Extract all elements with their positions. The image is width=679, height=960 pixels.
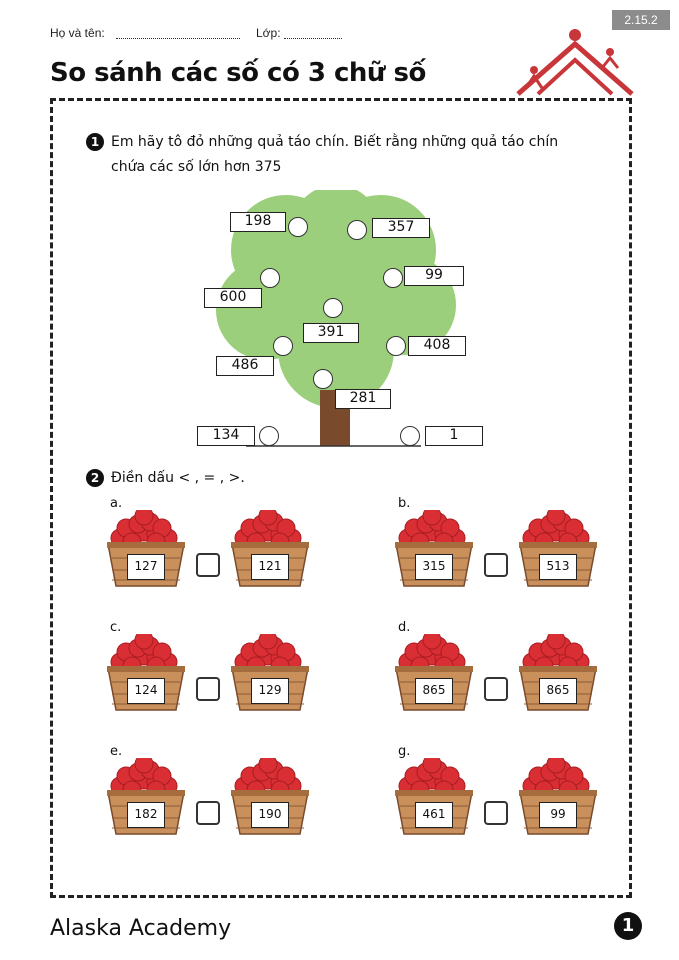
worksheet-frame [50,98,632,898]
tree-number-box: 486 [216,356,274,376]
question-1-text-line2: chứa các số lớn hơn 375 [111,159,282,175]
apple-icon [422,634,442,650]
basket-rim [231,790,309,796]
comparison-label: g. [398,744,411,759]
apple-circle[interactable] [323,298,343,318]
left-number: 315 [415,554,453,580]
left-number: 461 [415,802,453,828]
tree-number-box: 99 [404,266,464,286]
comparison-answer-box[interactable] [484,801,508,825]
name-label: Họ và tên: [50,26,105,40]
question-2-instruction: Điền dấu < , = , >. [111,470,245,486]
comparison-label: d. [398,620,411,635]
left-number: 865 [415,678,453,704]
apple-circle[interactable] [347,220,367,240]
basket-rim [107,666,185,672]
right-number: 513 [539,554,577,580]
basket-rim [519,542,597,548]
apple-icon [134,634,154,650]
basket-rim [107,542,185,548]
comparison-label: e. [110,744,123,759]
left-number: 124 [127,678,165,704]
question-1-text-line1: Em hãy tô đỏ những quả táo chín. Biết rằ… [111,134,559,150]
apple-circle[interactable] [260,268,280,288]
footer-brand: Alaska Academy [50,916,232,941]
apple-icon [258,634,278,650]
comparison-answer-box[interactable] [484,677,508,701]
comparison-answer-box[interactable] [484,553,508,577]
apple-tree-illustration [216,190,456,447]
tree-number-box: 198 [230,212,286,232]
apple-icon [422,510,442,526]
apple-icon [546,634,566,650]
comparison-label: a. [110,496,123,511]
comparison-answer-box[interactable] [196,801,220,825]
question-1-number: 1 [86,133,104,151]
comparison-answer-box[interactable] [196,677,220,701]
apple-icon [134,510,154,526]
left-number: 127 [127,554,165,580]
basket-rim [231,666,309,672]
right-number: 129 [251,678,289,704]
basket-rim [395,790,473,796]
class-label: Lớp: [256,26,281,40]
comparison-label: b. [398,496,411,511]
apple-icon [258,510,278,526]
tree-number-box: 134 [197,426,255,446]
basket-rim [107,790,185,796]
comparison-answer-box[interactable] [196,553,220,577]
page-number: 1 [614,912,642,940]
basket-rim [519,666,597,672]
tree-number-box: 357 [372,218,430,238]
tree-number-box: 1 [425,426,483,446]
class-blank[interactable] [284,28,342,39]
apple-icon [422,758,442,774]
comparison-label: c. [110,620,122,635]
apple-icon [546,758,566,774]
name-blank[interactable] [116,28,240,39]
apple-circle[interactable] [273,336,293,356]
tree-number-box: 391 [303,323,359,343]
worksheet-code-badge: 2.15.2 [612,10,670,30]
question-2-number: 2 [86,469,104,487]
apple-icon [546,510,566,526]
apple-circle[interactable] [400,426,420,446]
right-number: 99 [539,802,577,828]
apple-circle[interactable] [313,369,333,389]
apple-circle[interactable] [386,336,406,356]
right-basket-icon [519,634,597,711]
left-number: 182 [127,802,165,828]
apple-icon [258,758,278,774]
academy-logo-icon [516,29,634,96]
basket-rim [395,542,473,548]
apple-circle[interactable] [288,217,308,237]
basket-rim [395,666,473,672]
tree-number-box: 408 [408,336,466,356]
apple-circle[interactable] [383,268,403,288]
basket-rim [231,542,309,548]
tree-number-box: 600 [204,288,262,308]
right-number: 121 [251,554,289,580]
apple-circle[interactable] [259,426,279,446]
page-title: So sánh các số có 3 chữ số [50,58,426,88]
right-number: 865 [539,678,577,704]
apple-icon [134,758,154,774]
right-number: 190 [251,802,289,828]
basket-rim [519,790,597,796]
tree-number-box: 281 [335,389,391,409]
